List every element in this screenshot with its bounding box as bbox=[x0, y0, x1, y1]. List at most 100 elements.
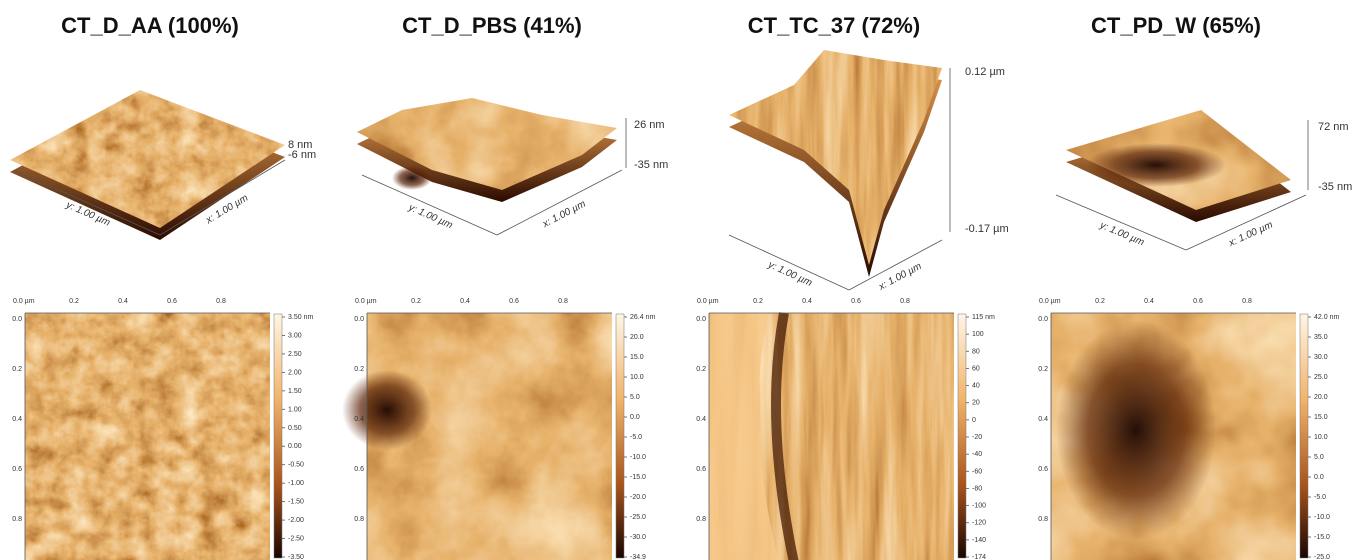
top-tick-label: 0.0 µm bbox=[355, 298, 377, 305]
y-axis-label: y: 1.00 µm bbox=[766, 259, 814, 289]
z-label: 8 nm bbox=[288, 139, 312, 151]
colorbar-label: 20 bbox=[972, 400, 980, 407]
colorbar-label: 0.00 bbox=[288, 443, 302, 450]
left-tick-label: 0.6 bbox=[1038, 466, 1048, 473]
colorbar-label: 0.0 bbox=[630, 414, 640, 421]
colorbar-label: 80 bbox=[972, 348, 980, 355]
left-tick-label: 0.0 bbox=[1038, 316, 1048, 323]
axis-line bbox=[1055, 194, 1187, 251]
left-tick-label: 0.2 bbox=[12, 366, 22, 373]
left-tick-label: 0.8 bbox=[354, 516, 364, 523]
colorbar-label: 100 bbox=[972, 331, 984, 338]
colorbar-label: 10.0 bbox=[1314, 434, 1328, 441]
top-tick-label: 0.6 bbox=[1193, 298, 1203, 305]
colorbar-label: -34.9 bbox=[630, 554, 646, 560]
colorbar-label: -0.50 bbox=[288, 462, 304, 469]
colorbar-label: -25.0 bbox=[630, 514, 646, 521]
colorbar-label: 115 nm bbox=[972, 314, 995, 321]
y-axis-label: y: 1.00 µm bbox=[1097, 220, 1145, 249]
left-tick-label: 0.6 bbox=[696, 466, 706, 473]
colorbar-label: -15.0 bbox=[630, 474, 646, 481]
left-tick-label: 0.0 bbox=[696, 316, 706, 323]
colorbar-label: 20.0 bbox=[630, 334, 644, 341]
top-tick-label: 0.2 bbox=[753, 298, 763, 305]
left-tick-label: 0.0 bbox=[12, 316, 22, 323]
panel: CT_PD_W (65%) y: 1.00 µm x: 1.00 µm 72 nm -3… bbox=[1038, 13, 1352, 560]
top-tick-label: 0.0 µm bbox=[697, 298, 719, 305]
colorbar-label: 20.0 bbox=[1314, 394, 1328, 401]
left-tick-label: 0.2 bbox=[696, 366, 706, 373]
left-tick-label: 0.8 bbox=[1038, 516, 1048, 523]
z-label: -0.17 µm bbox=[965, 223, 1009, 235]
dark-region bbox=[342, 370, 432, 450]
colorbar-label: 40 bbox=[972, 383, 980, 390]
left-tick-label: 0.6 bbox=[12, 466, 22, 473]
left-tick-label: 0.8 bbox=[696, 516, 706, 523]
colorbar-label: -174 bbox=[972, 554, 986, 560]
colorbar-label: -20 bbox=[972, 434, 982, 441]
surface-3d bbox=[10, 90, 285, 228]
surface-3d bbox=[729, 50, 942, 265]
colorbar-label: -100 bbox=[972, 503, 986, 510]
x-axis-label: x: 1.00 µm bbox=[1226, 219, 1274, 249]
axis-line bbox=[728, 234, 850, 291]
colorbar-label: 60 bbox=[972, 365, 980, 372]
height-map bbox=[25, 313, 270, 560]
axis-line bbox=[361, 174, 498, 236]
dark-region bbox=[1056, 320, 1216, 540]
left-tick-label: 0.6 bbox=[354, 466, 364, 473]
colorbar-label: -1.00 bbox=[288, 480, 304, 487]
light-band bbox=[709, 313, 779, 560]
left-tick-label: 0.4 bbox=[696, 416, 706, 423]
axis-line bbox=[848, 239, 943, 291]
colorbar-label: 15.0 bbox=[630, 354, 644, 361]
colorbar-label: -2.00 bbox=[288, 517, 304, 524]
panel-title: CT_PD_W (65%) bbox=[1091, 13, 1261, 38]
top-tick-label: 0.8 bbox=[900, 298, 910, 305]
colorbar-label: 42.0 nm bbox=[1314, 314, 1339, 321]
colorbar-label: 30.0 bbox=[1314, 354, 1328, 361]
colorbar-label: 3.00 bbox=[288, 332, 302, 339]
panel-title: CT_D_PBS (41%) bbox=[402, 13, 582, 38]
top-tick-label: 0.4 bbox=[802, 298, 812, 305]
colorbar bbox=[273, 313, 283, 559]
top-tick-label: 0.6 bbox=[851, 298, 861, 305]
colorbar-label: 2.00 bbox=[288, 369, 302, 376]
colorbar-label: -25.0 bbox=[1314, 554, 1330, 560]
colorbar-label: -80 bbox=[972, 485, 982, 492]
panel: CT_D_PBS (41%) y: 1.00 µm x: 1.00 µm 26 nm -… bbox=[342, 13, 668, 560]
colorbar-label: 5.0 bbox=[630, 394, 640, 401]
top-tick-label: 0.6 bbox=[509, 298, 519, 305]
colorbar-label: -140 bbox=[972, 537, 986, 544]
colorbar-label: 0.0 bbox=[1314, 474, 1324, 481]
top-tick-label: 0.0 µm bbox=[1039, 298, 1061, 305]
colorbar-label: -5.0 bbox=[630, 434, 642, 441]
colorbar-label: 0 bbox=[972, 417, 976, 424]
left-tick-label: 0.4 bbox=[354, 416, 364, 423]
z-label: 72 nm bbox=[1318, 121, 1349, 133]
top-tick-label: 0.8 bbox=[558, 298, 568, 305]
colorbar-label: -10.0 bbox=[1314, 514, 1330, 521]
top-tick-label: 0.0 µm bbox=[13, 298, 35, 305]
panel: CT_TC_37 (72%) y: 1.00 µm x: 1.00 µm 0.12 µ… bbox=[696, 13, 1009, 560]
colorbar bbox=[957, 313, 967, 559]
axis-line bbox=[13, 169, 161, 236]
colorbar-label: 5.0 bbox=[1314, 454, 1324, 461]
z-label: -35 nm bbox=[634, 159, 668, 171]
top-tick-label: 0.8 bbox=[1242, 298, 1252, 305]
top-tick-label: 0.4 bbox=[460, 298, 470, 305]
colorbar-label: -120 bbox=[972, 520, 986, 527]
colorbar-label: 3.50 nm bbox=[288, 314, 313, 321]
colorbar-label: 2.50 bbox=[288, 351, 302, 358]
left-tick-label: 0.2 bbox=[354, 366, 364, 373]
axis-line bbox=[496, 169, 623, 236]
axis-line bbox=[159, 159, 286, 236]
colorbar-label: -3.50 bbox=[288, 554, 304, 560]
z-label: 0.12 µm bbox=[965, 66, 1005, 78]
surface-3d bbox=[357, 98, 617, 190]
colorbar-label: -5.0 bbox=[1314, 494, 1326, 501]
panels: CT_D_AA (100%)y: 1.00 µm x: 1.00 µm8 nm-6… bbox=[10, 13, 1352, 560]
x-axis-label: x: 1.00 µm bbox=[876, 261, 923, 293]
colorbar-label: -20.0 bbox=[630, 494, 646, 501]
